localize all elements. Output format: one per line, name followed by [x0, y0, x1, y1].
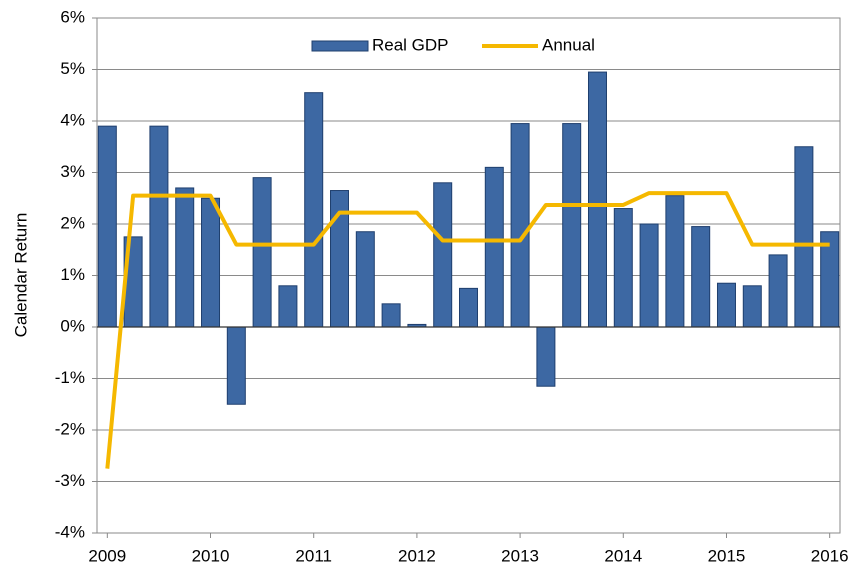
bar	[768, 254, 788, 328]
bar	[149, 125, 169, 328]
y-tick-label: 6%	[60, 7, 85, 26]
bar	[459, 287, 478, 328]
bar	[794, 146, 814, 328]
y-tick-label: 0%	[60, 316, 85, 335]
y-tick-label: -4%	[55, 522, 85, 541]
bar	[742, 285, 762, 328]
x-tick-label: 2009	[88, 546, 126, 565]
x-tick-label: 2011	[295, 546, 332, 565]
x-tick-label: 2013	[501, 546, 539, 565]
line	[105, 191, 830, 469]
bar	[613, 208, 633, 328]
x-tick-label: 2015	[708, 546, 746, 565]
bar	[536, 326, 556, 387]
bar	[691, 226, 711, 328]
y-tick-label: 2%	[60, 213, 85, 232]
y-tick-label: 5%	[60, 59, 85, 78]
x-tick-label: 2014	[604, 546, 642, 565]
bar	[562, 123, 582, 328]
bar	[716, 282, 736, 328]
bar	[201, 197, 221, 328]
y-tick-label: -1%	[55, 368, 85, 387]
bar	[175, 187, 195, 328]
bar	[510, 123, 530, 328]
bar	[484, 166, 504, 328]
bar	[278, 285, 298, 328]
bar	[97, 125, 117, 328]
y-tick-label: -2%	[55, 419, 85, 438]
bar	[587, 71, 607, 328]
legend-label: Real GDP	[372, 35, 449, 54]
y-tick-label: 1%	[60, 265, 85, 284]
x-tick-label: 2012	[398, 546, 436, 565]
y-tick-label: -3%	[55, 471, 85, 490]
bar	[226, 326, 246, 405]
bar	[381, 303, 401, 328]
bar	[665, 195, 685, 328]
y-axis-label: Calendar Return	[11, 213, 30, 338]
y-tick-label: 4%	[60, 110, 85, 129]
legend-swatch	[311, 40, 369, 52]
x-tick-label: 2010	[192, 546, 230, 565]
y-tick-label: 3%	[60, 162, 85, 181]
bar	[639, 223, 659, 328]
x-tick-label: 2016	[811, 546, 849, 565]
bar	[304, 92, 324, 328]
bar	[355, 231, 375, 328]
bar	[252, 177, 272, 328]
legend-label: Annual	[542, 35, 595, 54]
bar	[433, 182, 453, 328]
